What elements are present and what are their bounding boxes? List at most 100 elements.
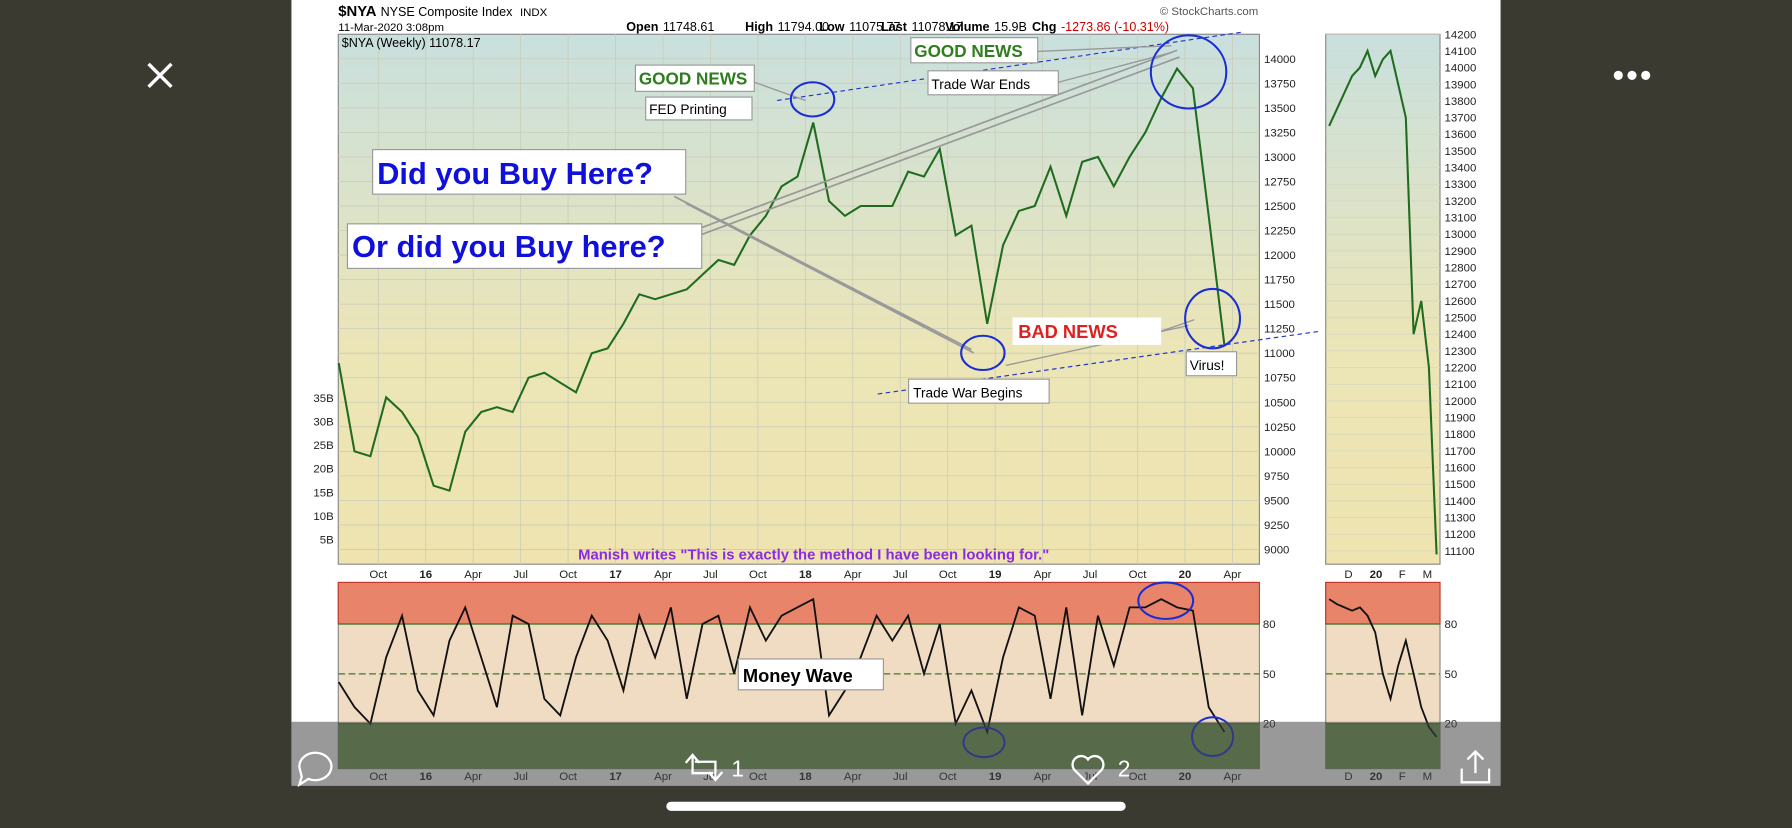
- inset-y-tick-label: 11100: [1445, 546, 1475, 558]
- inset-y-tick-label: 13300: [1445, 179, 1477, 191]
- stat: Open 11748.61: [626, 20, 714, 34]
- box: [907, 378, 1050, 404]
- volume-tick-label: 35B: [313, 393, 333, 405]
- y-tick-label: 11750: [1264, 275, 1295, 287]
- inset-y-tick-label: 12500: [1445, 313, 1477, 325]
- inset-y-tick-label: 12900: [1445, 246, 1477, 258]
- annotation: BAD NEWS: [1018, 321, 1117, 342]
- inset-x-tick-label: 20: [1370, 569, 1383, 581]
- inset-y-tick-label: 11900: [1445, 413, 1476, 425]
- quote: Manish writes "This is exactly the metho…: [578, 548, 1049, 564]
- inset-y-tick-label: 12800: [1445, 263, 1477, 275]
- annotation: Or did you Buy here?: [352, 229, 666, 264]
- volume-tick-label: 25B: [313, 440, 333, 452]
- box: [346, 223, 703, 269]
- y-tick-label: 11500: [1264, 299, 1295, 311]
- highlight-circle: [1137, 581, 1195, 621]
- inset-y-tick-label: 14100: [1445, 46, 1477, 58]
- x-tick-label: Oct: [369, 569, 388, 581]
- retweet-count: 1: [731, 756, 744, 782]
- close-button[interactable]: [147, 62, 173, 89]
- money-wave-title: Money Wave: [743, 665, 853, 686]
- volume-tick-label: 20B: [313, 464, 333, 476]
- retweet-button[interactable]: [684, 753, 724, 782]
- stat-value: 11794.00: [778, 20, 829, 34]
- box: [737, 658, 884, 691]
- x-tick-label: Oct: [749, 569, 768, 581]
- highlight-circle: [789, 81, 836, 118]
- box: [634, 64, 755, 92]
- box: [1012, 317, 1162, 345]
- y-tick-label: 9500: [1264, 495, 1289, 507]
- inset-y-tick-label: 80: [1445, 619, 1458, 631]
- highlight-circle: [1184, 287, 1242, 350]
- price-line: [337, 66, 1226, 492]
- y-tick-label: 9250: [1264, 520, 1289, 532]
- annotation: Virus!: [1190, 358, 1225, 373]
- x-tick-label: Apr: [654, 569, 672, 581]
- more-button[interactable]: [1613, 70, 1651, 80]
- y-tick-label: 10750: [1264, 373, 1296, 385]
- y-tick-label: 11000: [1264, 348, 1295, 360]
- inset-y-tick-label: 11200: [1445, 529, 1476, 541]
- index-name: NYSE Composite Index: [381, 5, 514, 19]
- inset-x-tick-label: D: [1344, 569, 1352, 581]
- symbol: $NYA: [338, 4, 377, 20]
- overbought-band: [1325, 581, 1441, 625]
- like-count: 2: [1118, 756, 1131, 782]
- inset-y-tick-label: 14200: [1445, 29, 1477, 41]
- stat-label: Open: [626, 20, 658, 34]
- inset-y-tick-label: 13800: [1445, 96, 1477, 108]
- stat-value: 15.9B: [994, 20, 1027, 34]
- y-tick-label: 13750: [1264, 78, 1296, 90]
- y-tick-label: 10250: [1264, 422, 1296, 434]
- y-tick-label: 12000: [1264, 250, 1296, 262]
- x-tick-label: Jul: [703, 569, 718, 581]
- highlight-circle: [1149, 34, 1228, 110]
- like-button[interactable]: [1071, 754, 1105, 786]
- x-tick-label: 19: [989, 569, 1002, 581]
- box: [372, 149, 687, 195]
- stat-label: High: [745, 20, 773, 34]
- stat: Volume 15.9B: [945, 20, 1027, 34]
- legend: $NYA (Weekly) 11078.17: [342, 36, 481, 50]
- share-button[interactable]: [1460, 749, 1491, 784]
- x-tick-label: 20: [1179, 569, 1192, 581]
- y-tick-label: 12750: [1264, 176, 1296, 188]
- x-tick-label: 16: [419, 569, 432, 581]
- connector: [699, 49, 1180, 237]
- volume-tick-label: 15B: [313, 487, 333, 499]
- y-tick-label: 9000: [1264, 544, 1289, 556]
- stat-value: 11075.77: [849, 20, 900, 34]
- inset-y-tick-label: 14000: [1445, 63, 1477, 75]
- overbought-band: [337, 581, 1260, 625]
- inset-y-tick-label: 13700: [1445, 113, 1477, 125]
- y-tick-label: 50: [1263, 669, 1276, 681]
- stat: High 11794.00: [745, 20, 829, 34]
- inset-y-tick-label: 13600: [1445, 129, 1477, 141]
- inset-y-tick-label: 12700: [1445, 279, 1477, 291]
- stat-label: Volume: [945, 20, 989, 34]
- connector: [673, 195, 975, 354]
- box: [927, 70, 1059, 96]
- inset-y-tick-label: 11500: [1445, 479, 1476, 491]
- stat-value: 11748.61: [663, 20, 714, 34]
- reply-button[interactable]: [297, 751, 333, 788]
- inset-y-tick-label: 12000: [1445, 396, 1477, 408]
- box: [910, 37, 1039, 64]
- x-tick-label: Apr: [1034, 569, 1052, 581]
- inset-y-tick-label: 13100: [1445, 213, 1477, 225]
- source: © StockCharts.com: [1160, 6, 1258, 18]
- annotation: Did you Buy Here?: [377, 156, 653, 191]
- stat-label: Chg: [1032, 20, 1056, 34]
- inset-y-tick-label: 12100: [1445, 379, 1477, 391]
- x-tick-label: 18: [799, 569, 812, 581]
- inset-y-tick-label: 13000: [1445, 229, 1477, 241]
- money-wave-line: [337, 597, 1226, 736]
- inset-y-tick-label: 12200: [1445, 363, 1477, 375]
- inset-y-tick-label: 11700: [1445, 446, 1476, 458]
- x-tick-label: Oct: [939, 569, 958, 581]
- y-tick-label: 10500: [1264, 397, 1296, 409]
- inset-y-tick-label: 13500: [1445, 146, 1477, 158]
